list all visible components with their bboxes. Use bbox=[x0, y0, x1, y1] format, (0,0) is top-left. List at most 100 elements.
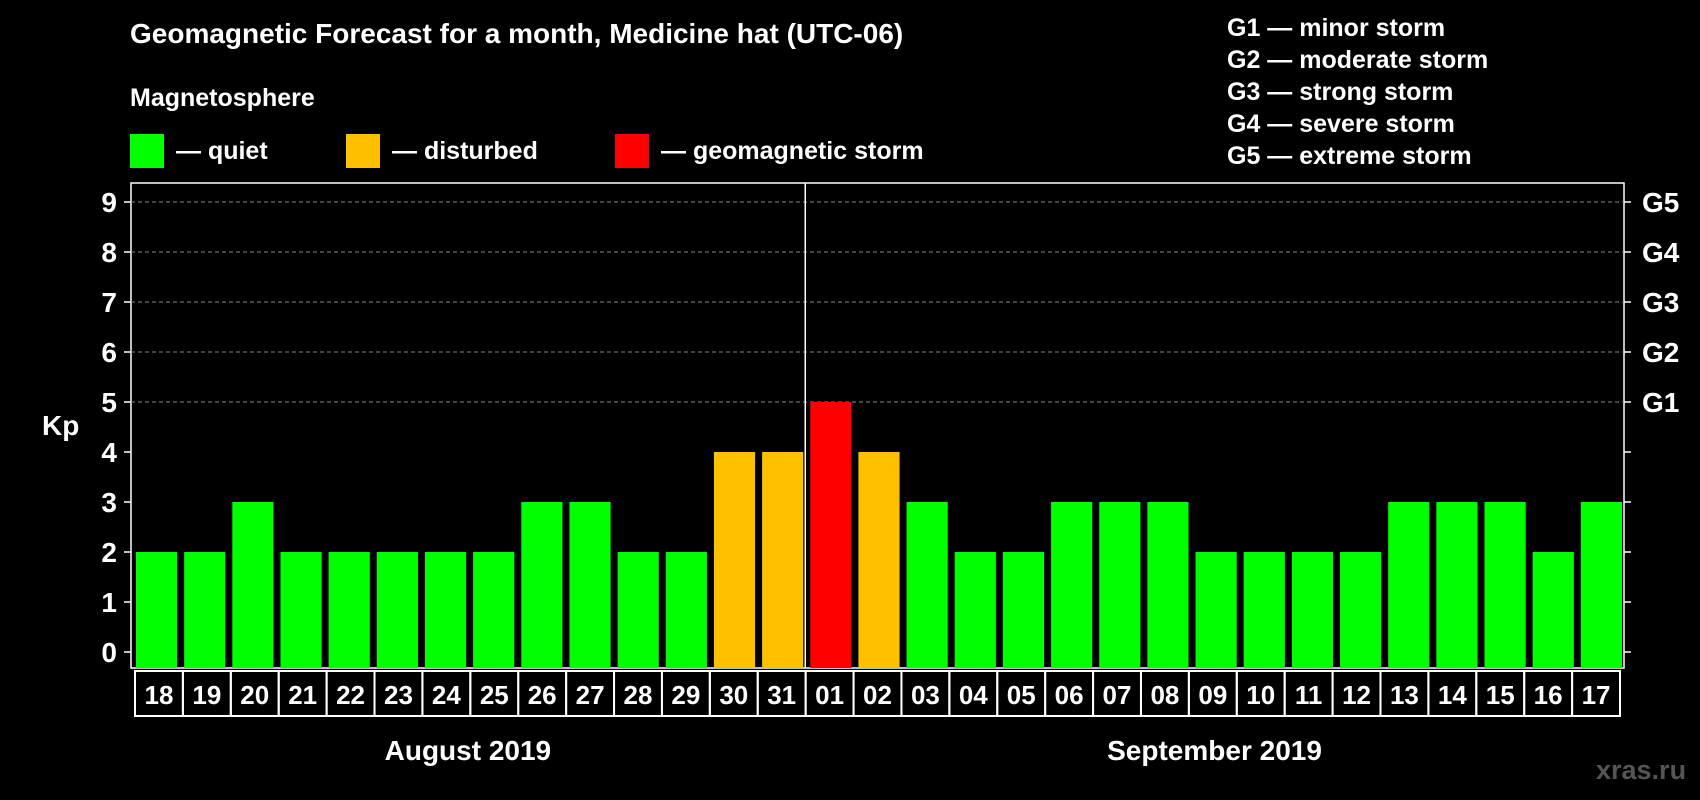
watermark: xras.ru bbox=[1596, 755, 1687, 785]
bar-10 bbox=[1243, 552, 1285, 668]
bar-02 bbox=[858, 452, 900, 668]
bar-20 bbox=[232, 502, 274, 668]
legend-swatch-disturbed bbox=[346, 134, 380, 168]
bar-13 bbox=[1388, 502, 1430, 668]
bar-08 bbox=[1147, 502, 1189, 668]
bar-24 bbox=[424, 552, 467, 668]
x-tick-label-02: 02 bbox=[863, 680, 892, 710]
bar-17 bbox=[1580, 502, 1622, 668]
bar-18 bbox=[136, 552, 178, 668]
legend-quiet: — quiet bbox=[130, 133, 268, 169]
right-tick-label-g4: G4 bbox=[1642, 237, 1680, 268]
bar-15 bbox=[1484, 502, 1526, 668]
x-tick-label-13: 13 bbox=[1390, 680, 1419, 710]
x-tick-label-25: 25 bbox=[480, 680, 509, 710]
x-tick-label-18: 18 bbox=[144, 680, 173, 710]
x-tick-label-19: 19 bbox=[192, 680, 221, 710]
y-tick-label-8: 8 bbox=[101, 237, 117, 268]
x-tick-label-23: 23 bbox=[384, 680, 413, 710]
y-tick-label-6: 6 bbox=[101, 337, 117, 368]
bar-14 bbox=[1436, 502, 1478, 668]
bar-04 bbox=[954, 552, 996, 668]
x-tick-label-11: 11 bbox=[1295, 680, 1323, 710]
bar-25 bbox=[473, 552, 515, 668]
y-tick-label-7: 7 bbox=[101, 287, 117, 318]
storm-level-g4: G4 — severe storm bbox=[1227, 110, 1455, 138]
storm-level-g5: G5 — extreme storm bbox=[1227, 142, 1472, 170]
bar-19 bbox=[184, 552, 226, 668]
x-tick-label-31: 31 bbox=[767, 680, 796, 710]
bar-16 bbox=[1532, 552, 1574, 668]
x-tick-label-30: 30 bbox=[719, 680, 748, 710]
y-tick-label-0: 0 bbox=[101, 637, 117, 668]
x-tick-label-28: 28 bbox=[624, 680, 653, 710]
bar-30 bbox=[713, 452, 756, 668]
x-tick-label-29: 29 bbox=[671, 680, 700, 710]
y-tick-label-4: 4 bbox=[101, 437, 117, 468]
storm-level-list: G1 — minor storm G2 — moderate storm G3 … bbox=[1227, 12, 1488, 172]
x-tick-label-20: 20 bbox=[240, 680, 269, 710]
x-tick-label-26: 26 bbox=[528, 680, 557, 710]
x-tick-label-04: 04 bbox=[959, 680, 988, 710]
x-tick-label-01: 01 bbox=[815, 680, 844, 710]
x-tick-label-14: 14 bbox=[1438, 680, 1467, 710]
legend-storm: — geomagnetic storm bbox=[615, 133, 924, 169]
x-tick-label-06: 06 bbox=[1055, 680, 1084, 710]
x-tick-label-16: 16 bbox=[1534, 680, 1563, 710]
storm-level-g3: G3 — strong storm bbox=[1227, 78, 1454, 106]
bar-29 bbox=[665, 552, 707, 668]
x-tick-label-12: 12 bbox=[1342, 680, 1371, 710]
legend-swatch-quiet bbox=[130, 134, 164, 168]
y-tick-label-9: 9 bbox=[101, 187, 117, 218]
bar-11 bbox=[1291, 552, 1334, 668]
x-tick-label-10: 10 bbox=[1246, 680, 1275, 710]
x-tick-label-09: 09 bbox=[1198, 680, 1227, 710]
legend-label-disturbed: — disturbed bbox=[392, 136, 538, 165]
bar-12 bbox=[1340, 552, 1382, 668]
right-tick-label-g5: G5 bbox=[1642, 187, 1679, 218]
x-tick-label-07: 07 bbox=[1103, 680, 1132, 710]
right-tick-label-g3: G3 bbox=[1642, 287, 1679, 318]
bar-09 bbox=[1195, 552, 1237, 668]
y-tick-label-2: 2 bbox=[101, 537, 117, 568]
x-tick-label-22: 22 bbox=[336, 680, 365, 710]
bar-28 bbox=[617, 552, 659, 668]
x-tick-label-21: 21 bbox=[288, 680, 317, 710]
bar-05 bbox=[1002, 552, 1045, 668]
bar-26 bbox=[521, 502, 563, 668]
legend-label-storm: — geomagnetic storm bbox=[661, 136, 924, 165]
bar-01 bbox=[810, 402, 852, 668]
right-tick-label-g1: G1 bbox=[1642, 387, 1679, 418]
x-tick-label-17: 17 bbox=[1582, 680, 1611, 710]
x-tick-label-27: 27 bbox=[576, 680, 605, 710]
x-tick-label-03: 03 bbox=[911, 680, 940, 710]
right-tick-label-g2: G2 bbox=[1642, 337, 1679, 368]
y-tick-label-1: 1 bbox=[101, 587, 117, 618]
storm-level-g1: G1 — minor storm bbox=[1227, 14, 1446, 42]
x-tick-label-24: 24 bbox=[432, 680, 461, 710]
legend-swatch-storm bbox=[615, 134, 649, 168]
y-axis-label: Kp bbox=[42, 410, 80, 441]
bar-31 bbox=[762, 452, 804, 668]
storm-level-g2: G2 — moderate storm bbox=[1227, 46, 1489, 74]
bar-22 bbox=[328, 552, 370, 668]
y-tick-label-5: 5 bbox=[101, 387, 117, 418]
bar-07 bbox=[1099, 502, 1141, 668]
y-tick-label-3: 3 bbox=[101, 487, 117, 518]
month-label-september: September 2019 bbox=[1107, 735, 1322, 766]
bar-03 bbox=[906, 502, 948, 668]
bar-06 bbox=[1051, 502, 1093, 668]
chart-title: Geomagnetic Forecast for a month, Medici… bbox=[130, 18, 904, 49]
month-label-august: August 2019 bbox=[384, 735, 552, 766]
x-tick-label-05: 05 bbox=[1007, 680, 1036, 710]
x-tick-label-15: 15 bbox=[1486, 680, 1515, 710]
legend-label-quiet: — quiet bbox=[176, 136, 268, 165]
x-tick-label-08: 08 bbox=[1150, 680, 1179, 710]
bar-27 bbox=[569, 502, 611, 668]
legend-disturbed: — disturbed bbox=[346, 133, 538, 169]
bar-21 bbox=[280, 552, 322, 668]
date-box-17 bbox=[1571, 670, 1622, 717]
magnetosphere-title: Magnetosphere bbox=[130, 84, 315, 112]
bar-23 bbox=[376, 552, 418, 668]
